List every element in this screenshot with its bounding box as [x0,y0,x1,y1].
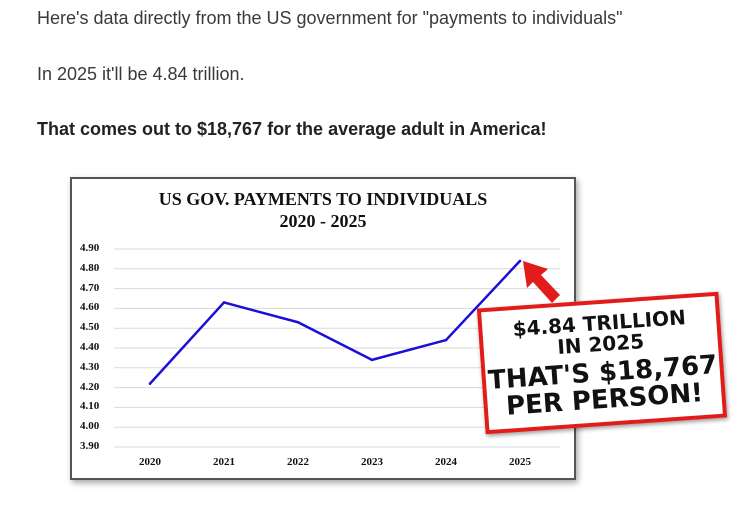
y-tick-label: 4.60 [80,301,100,314]
x-tick-label: 2021 [213,456,235,468]
x-tick-label: 2024 [435,456,457,468]
y-tick-label: 4.70 [80,281,100,294]
arrow-icon [523,261,560,303]
x-tick-label: 2025 [509,456,531,468]
data-point [518,259,522,263]
y-tick-label: 4.40 [80,341,100,353]
x-tick-label: 2020 [139,456,161,468]
y-tick-label: 4.90 [80,242,100,254]
y-tick-label: 3.90 [80,440,100,452]
chart-subtitle: 2020 - 2025 [279,211,367,231]
paragraph-intro: Here's data directly from the US governm… [37,8,623,28]
callout-sticker: $4.84 TRILLION IN 2025 THAT'S $18,767 PE… [476,291,728,435]
y-tick-label: 4.80 [80,261,100,274]
y-tick-label: 4.30 [80,360,100,373]
chart-title: US GOV. PAYMENTS TO INDIVIDUALS [158,189,488,209]
paragraph-2025-total: In 2025 it'll be 4.84 trillion. [37,64,245,84]
y-tick-label: 4.50 [80,321,100,334]
x-tick-label: 2023 [361,456,383,468]
data-point [222,301,226,304]
y-tick-label: 4.00 [80,420,100,433]
data-point [370,358,374,362]
data-point [444,338,448,342]
series-line [149,260,521,385]
paragraph-per-adult: That comes out to $18,767 for the averag… [37,119,547,139]
data-point [296,320,300,324]
x-tick-label: 2022 [287,456,309,468]
y-tick-label: 4.10 [80,400,100,413]
data-point [148,382,152,385]
y-tick-label: 4.20 [80,380,100,393]
